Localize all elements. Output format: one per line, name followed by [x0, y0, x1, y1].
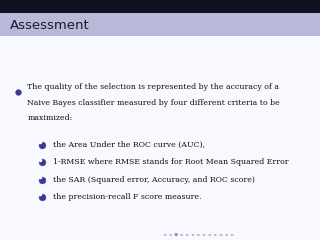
Text: 1-RMSE where RMSE stands for Root Mean Squared Error: 1-RMSE where RMSE stands for Root Mean S… — [53, 158, 288, 167]
Text: the Area Under the ROC curve (AUC),: the Area Under the ROC curve (AUC), — [53, 141, 205, 149]
Text: ◄  ◄  ■  ►  ►  ►  ►  ►  ►  ►  ►  ►  ►: ◄ ◄ ■ ► ► ► ► ► ► ► ► ► ► — [163, 233, 234, 237]
Text: Naive Bayes classifier measured by four different criteria to be: Naive Bayes classifier measured by four … — [27, 99, 280, 107]
Text: the precision-recall F score measure.: the precision-recall F score measure. — [53, 193, 201, 201]
Text: The quality of the selection is represented by the accuracy of a: The quality of the selection is represen… — [27, 83, 279, 91]
Text: Assessment: Assessment — [10, 19, 90, 32]
Text: the SAR (Squared error, Accuracy, and ROC score): the SAR (Squared error, Accuracy, and RO… — [53, 176, 255, 184]
Text: maximized:: maximized: — [27, 114, 72, 122]
